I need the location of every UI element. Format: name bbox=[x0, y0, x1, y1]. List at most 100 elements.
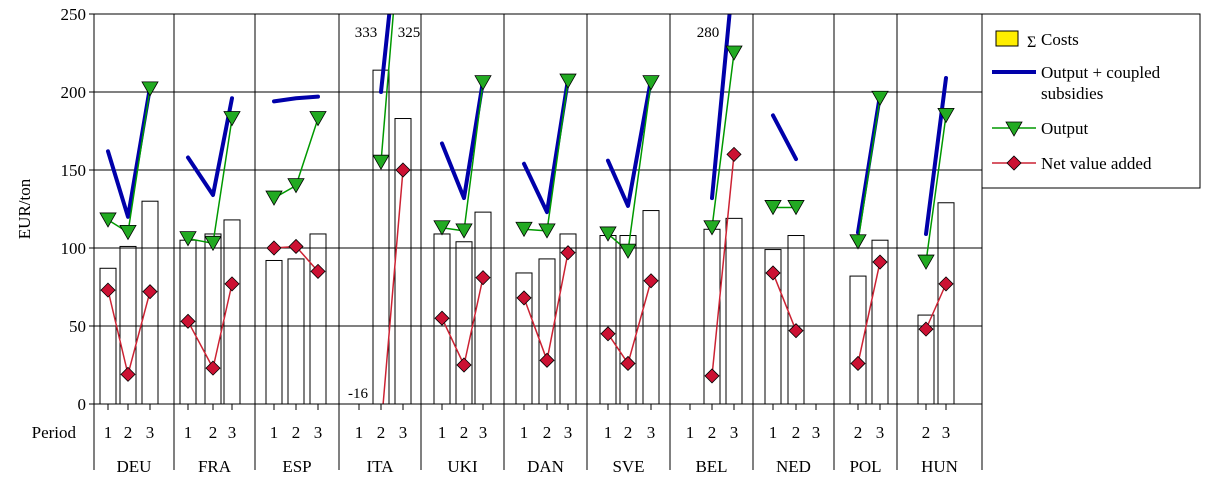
period-tick-label: 3 bbox=[479, 423, 488, 442]
legend-nva-marker bbox=[1006, 155, 1022, 171]
period-tick-label: 3 bbox=[146, 423, 155, 442]
nva-marker-hun-p3 bbox=[938, 276, 954, 292]
nva-marker-esp-p1 bbox=[266, 240, 282, 256]
output-marker-ned-p1 bbox=[764, 200, 782, 216]
output-marker-ita-p2 bbox=[372, 154, 390, 171]
legend-output-coupled-line2: subsidies bbox=[1041, 84, 1103, 103]
cost-bar-ita-p3 bbox=[394, 118, 412, 405]
cost-bar-sve-p1 bbox=[599, 235, 617, 405]
nva-marker-sve-p3 bbox=[643, 273, 659, 289]
period-tick-label: 2 bbox=[460, 423, 469, 442]
cost-bar-esp-p2 bbox=[287, 258, 305, 405]
nva-marker-deu-p2 bbox=[120, 366, 136, 382]
nva-marker-fra-p3 bbox=[224, 276, 240, 292]
output-marker-esp-p2 bbox=[287, 178, 305, 194]
output-marker-deu-p2 bbox=[119, 225, 137, 241]
cost-bar-bel-p3 bbox=[725, 217, 743, 405]
nva-marker-dan-p3 bbox=[560, 245, 576, 261]
y-tick-label: 50 bbox=[69, 317, 86, 336]
nva-marker-esp-p3 bbox=[310, 263, 326, 279]
output-marker-bel-p3 bbox=[725, 45, 743, 61]
period-tick-label: 1 bbox=[355, 423, 364, 442]
period-tick-label: 1 bbox=[604, 423, 613, 442]
nva-line-ned bbox=[772, 272, 797, 332]
period-tick-label: 2 bbox=[922, 423, 931, 442]
value-annotation-ita: -16 bbox=[348, 386, 368, 402]
cost-bar-uki-p2 bbox=[455, 241, 473, 405]
output-coupled-line-ned bbox=[771, 113, 798, 162]
output-marker-dan-p1 bbox=[515, 221, 533, 238]
output-marker-ned-p2 bbox=[787, 200, 805, 216]
output-coupled-line-ita bbox=[379, 14, 392, 94]
nva-marker-dan-p2 bbox=[539, 352, 555, 368]
period-tick-label: 3 bbox=[647, 423, 656, 442]
country-label-deu: DEU bbox=[117, 457, 152, 476]
period-tick-label: 3 bbox=[730, 423, 739, 442]
nva-marker-dan-p1 bbox=[516, 290, 532, 306]
period-tick-label: 1 bbox=[769, 423, 778, 442]
nva-marker-fra-p2 bbox=[205, 360, 221, 376]
period-tick-label: 2 bbox=[292, 423, 301, 442]
cost-bar-sve-p2 bbox=[619, 235, 637, 405]
output-marker-esp-p1 bbox=[265, 190, 283, 206]
country-label-dan: DAN bbox=[527, 457, 564, 476]
nva-marker-deu-p3 bbox=[142, 284, 158, 300]
period-tick-label: 2 bbox=[124, 423, 133, 442]
cost-bar-uki-p3 bbox=[474, 211, 492, 405]
output-marker-uki-p3 bbox=[474, 75, 492, 91]
legend-output-marker bbox=[1005, 121, 1023, 137]
output-marker-esp-p3 bbox=[309, 111, 327, 127]
period-tick-label: 3 bbox=[564, 423, 573, 442]
output-marker-deu-p1 bbox=[99, 212, 117, 228]
output-coupled-line-sve bbox=[606, 77, 653, 208]
output-coupled-line-hun bbox=[924, 75, 948, 236]
markers-layer bbox=[99, 45, 955, 384]
nva-marker-pol-p3 bbox=[872, 254, 888, 270]
output-marker-dan-p3 bbox=[559, 73, 577, 89]
nva-line-pol bbox=[857, 261, 881, 365]
output-marker-sve-p3 bbox=[642, 75, 660, 91]
y-tick-label: 200 bbox=[61, 83, 87, 102]
country-label-esp: ESP bbox=[282, 457, 311, 476]
cost-bar-deu-p3 bbox=[141, 200, 159, 405]
period-tick-label: 3 bbox=[876, 423, 885, 442]
nva-marker-hun-p2 bbox=[918, 321, 934, 337]
nva-marker-uki-p3 bbox=[475, 270, 491, 286]
output-marker-sve-p1 bbox=[599, 226, 617, 242]
output-marker-dan-p2 bbox=[538, 223, 556, 239]
period-tick-label: 1 bbox=[270, 423, 279, 442]
period-tick-label: 1 bbox=[438, 423, 447, 442]
period-tick-label: 3 bbox=[228, 423, 237, 442]
nva-line-ita bbox=[382, 169, 404, 404]
legend-output-coupled-label: Output + coupled subsidies bbox=[1041, 63, 1164, 103]
nva-marker-deu-p1 bbox=[100, 282, 116, 298]
country-label-hun: HUN bbox=[921, 457, 958, 476]
output-marker-pol-p2 bbox=[849, 234, 867, 250]
output-line-pol bbox=[857, 97, 881, 243]
output-line-ita bbox=[380, 14, 395, 163]
nva-marker-uki-p1 bbox=[434, 310, 450, 326]
value-annotation-ita: 333 bbox=[355, 25, 378, 41]
country-label-pol: POL bbox=[849, 457, 881, 476]
period-tick-label: 3 bbox=[942, 423, 951, 442]
output-marker-fra-p1 bbox=[179, 231, 197, 247]
period-tick-label: 2 bbox=[792, 423, 801, 442]
period-tick-label: 3 bbox=[314, 423, 323, 442]
y-tick-label: 250 bbox=[61, 5, 87, 24]
nva-marker-bel-p3 bbox=[726, 146, 742, 162]
legend-costs-symbol: Σ bbox=[1027, 34, 1036, 51]
nva-line-bel bbox=[711, 153, 735, 377]
nva-marker-ned-p2 bbox=[788, 323, 804, 339]
nva-marker-ned-p1 bbox=[765, 265, 781, 281]
y-axis-label: EUR/ton bbox=[15, 178, 34, 239]
output-marker-uki-p1 bbox=[433, 220, 451, 236]
nva-marker-uki-p2 bbox=[456, 357, 472, 373]
cost-bar-fra-p2 bbox=[204, 233, 222, 405]
period-tick-label: 3 bbox=[399, 423, 408, 442]
legend-costs-swatch bbox=[995, 30, 1019, 47]
period-tick-label: 1 bbox=[184, 423, 193, 442]
country-label-uki: UKI bbox=[447, 457, 478, 476]
output-marker-bel-p2 bbox=[703, 220, 721, 236]
value-annotation-ita: 325 bbox=[398, 25, 421, 41]
